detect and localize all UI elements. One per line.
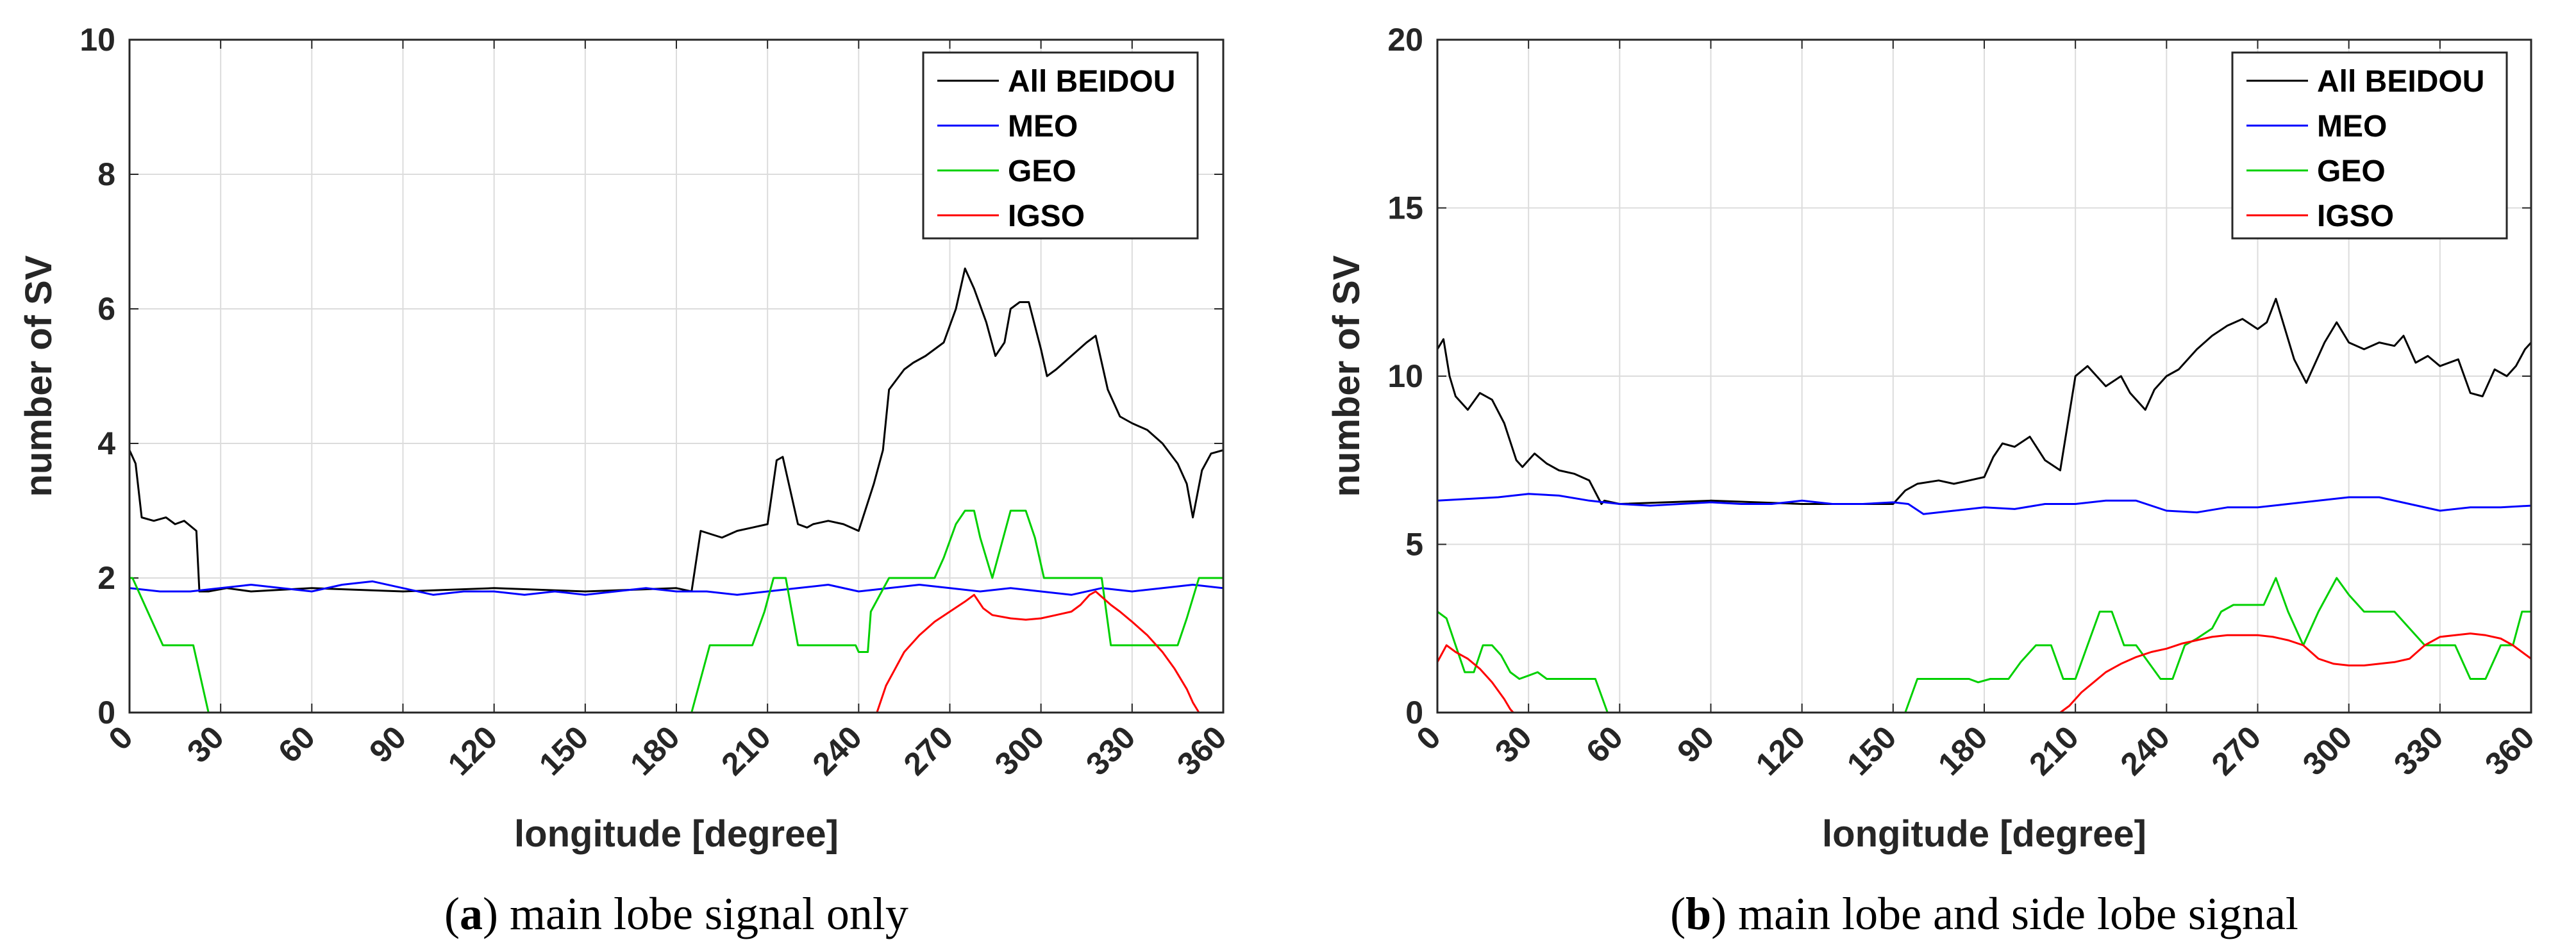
y-tick-label: 6 (97, 291, 115, 327)
y-axis-label: number of SV (18, 255, 60, 497)
x-axis-label: longitude [degree] (514, 813, 839, 855)
series-line-igso (1436, 632, 2532, 714)
legend-label-geo: GEO (2317, 154, 2386, 188)
series-line-meo (1437, 493, 2532, 515)
series-line-all-beidou (128, 267, 1224, 593)
y-tick-label: 15 (1387, 190, 1423, 226)
legend-box (2231, 51, 2508, 240)
series-line-geo (130, 509, 1223, 714)
y-tick-label: 8 (97, 156, 115, 192)
legend: All BEIDOU MEO GEO IGSO (922, 51, 1199, 240)
y-tick-label: 2 (97, 560, 115, 596)
y-tick-label: 20 (1387, 22, 1423, 58)
y-axis-label: number of SV (1326, 255, 1367, 497)
series-group (128, 267, 1224, 714)
legend-label-igso: IGSO (2317, 199, 2394, 233)
plot-frame (1436, 38, 2532, 714)
y-tick-label: 10 (1387, 358, 1423, 394)
series-line-geo (1437, 577, 2531, 714)
caption-a: (a) main lobe signal only (444, 888, 908, 939)
plot-frame (128, 38, 1225, 714)
y-tick-labels: 0 5 10 15 20 (1387, 22, 1423, 730)
series-line-igso (130, 590, 1223, 714)
series-line-all-beidou (1436, 297, 2532, 505)
legend-label-meo: MEO (2317, 110, 2387, 144)
series-group (1436, 297, 2532, 714)
legend-box (922, 51, 1199, 240)
legend-label-geo: GEO (1008, 154, 1076, 188)
legend-label-all-beidou: All BEIDOU (1008, 65, 1175, 99)
y-tick-label: 0 (1405, 695, 1423, 730)
legend-label-all-beidou: All BEIDOU (2317, 65, 2484, 99)
legend: All BEIDOU MEO GEO IGSO (2231, 51, 2508, 240)
legend-label-igso: IGSO (1008, 199, 1085, 233)
series-line-meo (129, 580, 1224, 596)
legend-label-meo: MEO (1008, 110, 1078, 144)
y-tick-label: 5 (1405, 527, 1423, 563)
x-axis-label: longitude [degree] (1822, 813, 2146, 855)
caption-b: (b) main lobe and side lobe signal (1670, 888, 2298, 939)
y-tick-label: 4 (97, 425, 115, 461)
y-tick-labels: 0 2 4 6 8 10 (79, 22, 115, 730)
y-tick-label: 10 (79, 22, 115, 58)
y-tick-label: 0 (97, 695, 115, 730)
